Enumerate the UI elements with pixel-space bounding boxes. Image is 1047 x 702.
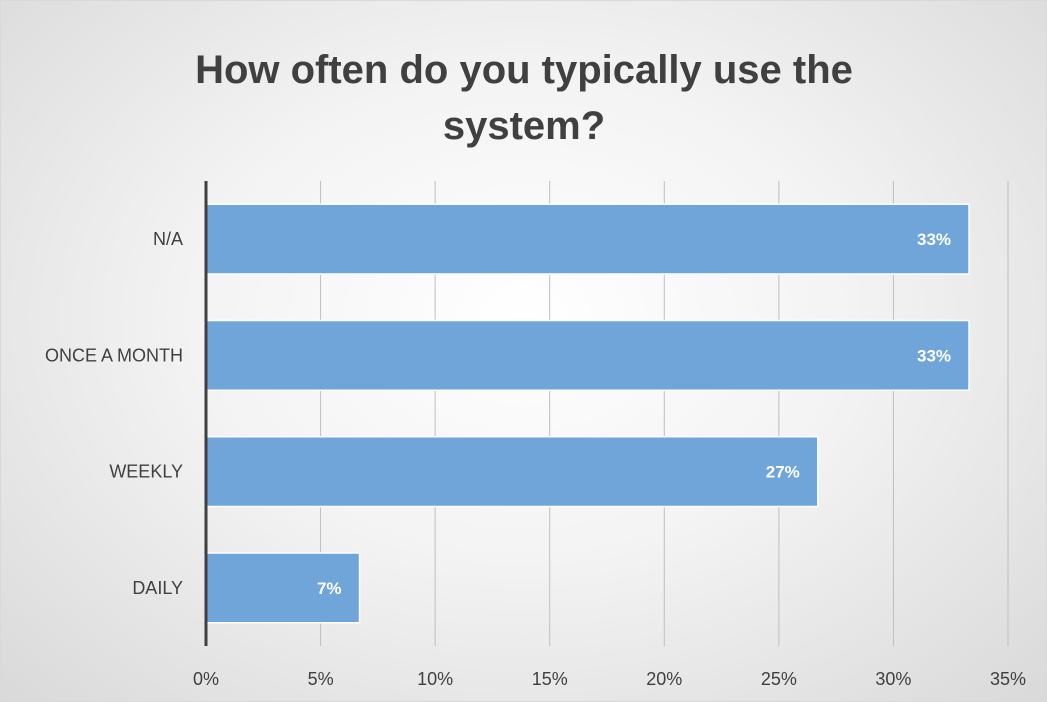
bar-value-label: 7%	[317, 579, 342, 598]
category-label: DAILY	[132, 578, 183, 598]
bar	[205, 552, 361, 624]
category-label: WEEKLY	[109, 462, 183, 482]
bar	[205, 203, 970, 275]
bars: 33% 33% 27% 7%	[205, 203, 970, 624]
category-labels: N/A ONCE A MONTH WEEKLY DAILY	[45, 229, 183, 598]
bar-value-label: 33%	[917, 346, 951, 365]
chart-title-line-2: system?	[443, 104, 605, 148]
bar-value-label: 33%	[917, 230, 951, 249]
x-tick-label: 5%	[308, 669, 334, 689]
bar-value-label: 27%	[766, 463, 800, 482]
x-tick-label: 0%	[193, 669, 219, 689]
category-label: ONCE A MONTH	[45, 345, 183, 365]
x-tick-label: 20%	[646, 669, 682, 689]
bar	[205, 319, 970, 391]
x-tick-label: 35%	[990, 669, 1026, 689]
x-tick-label: 30%	[875, 669, 911, 689]
category-label: N/A	[153, 229, 183, 249]
x-tick-label: 15%	[532, 669, 568, 689]
chart-title-line-1: How often do you typically use the	[195, 48, 853, 92]
x-tick-label: 25%	[761, 669, 797, 689]
bar	[205, 436, 819, 508]
x-axis-tick-labels: 0% 5% 10% 15% 20% 25% 30% 35%	[193, 669, 1026, 689]
x-tick-label: 10%	[417, 669, 453, 689]
